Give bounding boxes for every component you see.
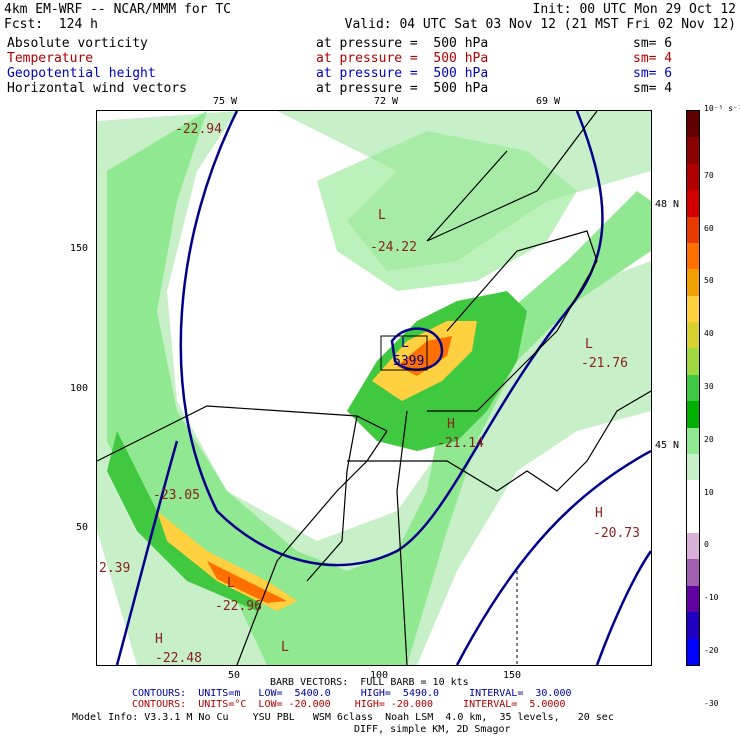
header-line1-left: 4km EM-WRF -- NCAR/MMM for TC [4,2,231,17]
x-tick-100: 100 [370,670,389,681]
marker-low-2: L [401,336,409,351]
marker-high-1: H [447,417,455,432]
colorbar-segment [687,348,699,376]
colorbar-segment [687,163,699,191]
x-tick-50: 50 [228,670,241,681]
temp-label-3: -21.76 [581,356,628,371]
colorbar-segment [687,533,699,560]
y-tick-150: 150 [70,243,89,254]
colorbar-segment [687,427,699,455]
field-level-vorticity: at pressure = 500 hPa [316,36,489,51]
colorbar-segment [687,585,699,613]
colorbar-segment [687,559,699,587]
colorbar-label: 0 [704,540,709,550]
height-contour-4 [595,550,651,665]
colorbar-label: 10 [704,487,714,497]
colorbar-label: 40 [704,329,714,339]
map-canvas [97,111,651,665]
colorbar-segment [687,190,699,218]
vorticity-orange-max [397,336,452,376]
temp-label-8: -22.96 [215,599,262,614]
colorbar-segment [687,216,699,244]
footer-contours-height: CONTOURS: UNITS=m LOW= 5400.0 HIGH= 5490… [132,688,572,699]
footer-model-diff: DIFF, simple KM, 2D Smagor [354,724,511,735]
field-level-wind: at pressure = 500 hPa [316,81,489,96]
height-low-value: 5399 [393,354,425,369]
temp-label-4: -21.14 [437,436,484,451]
colorbar [686,110,700,666]
height-contour-2 [115,440,179,665]
y-tick-50: 50 [76,522,89,533]
colorbar-segment [687,295,699,323]
colorbar-label: -20 [704,645,719,655]
field-name-vorticity: Absolute vorticity [7,36,148,51]
field-level-temperature: at pressure = 500 hPa [316,51,489,66]
marker-low-1: L [378,208,386,223]
colorbar-segment [687,111,699,138]
colorbar-label: -10 [704,593,719,603]
colorbar-label: 20 [704,434,714,444]
lon-label-69w: 69 W [536,96,561,107]
colorbar-segment [687,480,699,508]
field-name-height: Geopotential height [7,66,156,81]
temp-label-6: -20.73 [593,526,640,541]
weather-map: -22.94 -24.22 -21.76 -21.14 -23.05 -20.7… [96,110,652,666]
temp-label-9: -22.48 [155,651,202,666]
lat-label-48n: 48 N [655,199,680,210]
colorbar-unit: 10⁻⁵ s⁻¹ [704,104,740,113]
height-contour-3 [455,449,651,665]
vorticity-medium-band [107,111,651,665]
colorbar-label: 70 [704,170,714,180]
colorbar-segment [687,269,699,297]
colorbar-segment [687,453,699,481]
marker-high-3: H [155,632,163,647]
marker-low-3: L [585,337,593,352]
header-line2-right: Valid: 04 UTC Sat 03 Nov 12 (21 MST Fri … [344,17,736,32]
temp-label-5: -23.05 [153,488,200,503]
lat-label-45n: 45 N [655,440,680,451]
colorbar-segment [687,506,699,534]
boundary-lines [97,111,651,665]
colorbar-segment [687,242,699,270]
x-tick-150: 150 [503,670,522,681]
footer-contours-temp: CONTOURS: UNITS=°C LOW= -20.000 HIGH= -2… [132,699,566,710]
low-center-box [380,335,428,371]
field-name-temperature: Temperature [7,51,94,66]
field-sm-vorticity: sm= 6 [633,36,673,51]
y-tick-100: 100 [70,383,89,394]
field-sm-height: sm= 6 [633,66,673,81]
footer-model-info: Model Info: V3.3.1 M No Cu YSU PBL WSM 6… [72,712,614,723]
colorbar-segment [687,322,699,349]
height-contour-low [390,327,444,371]
vorticity-orange-south [207,561,287,603]
temp-label-7: 2.39 [99,561,131,576]
temp-label-1: -22.94 [175,122,222,137]
vorticity-yellow-south [157,511,297,611]
vorticity-medium-band-2 [317,131,577,291]
colorbar-segment [687,612,699,640]
footer-barb: BARB VECTORS: FULL BARB = 10 kts [270,677,469,688]
field-level-height: at pressure = 500 hPa [316,66,489,81]
field-sm-temperature: sm= 4 [633,51,673,66]
field-sm-wind: sm= 4 [633,81,673,96]
lon-label-75w: 75 W [213,96,238,107]
temp-label-2: -24.22 [370,240,417,255]
colorbar-label: 30 [704,382,714,391]
header-line2-left: Fcst: 124 h [4,17,98,32]
marker-low-4: L [227,576,235,591]
header-line1-right: Init: 00 UTC Mon 29 Oct 12 [532,2,737,17]
colorbar-segment [687,137,699,165]
marker-high-2: H [595,506,603,521]
colorbar-segment [687,374,699,402]
colorbar-label: 50 [704,276,714,286]
colorbar-label: -30 [704,698,719,708]
field-name-wind: Horizontal wind vectors [7,81,188,96]
height-contour-1 [179,111,604,567]
colorbar-segment [687,401,699,429]
lon-label-72w: 72 W [374,96,399,107]
colorbar-segment [687,638,699,666]
colorbar-label: 60 [704,223,714,233]
marker-low-5: L [281,640,289,655]
